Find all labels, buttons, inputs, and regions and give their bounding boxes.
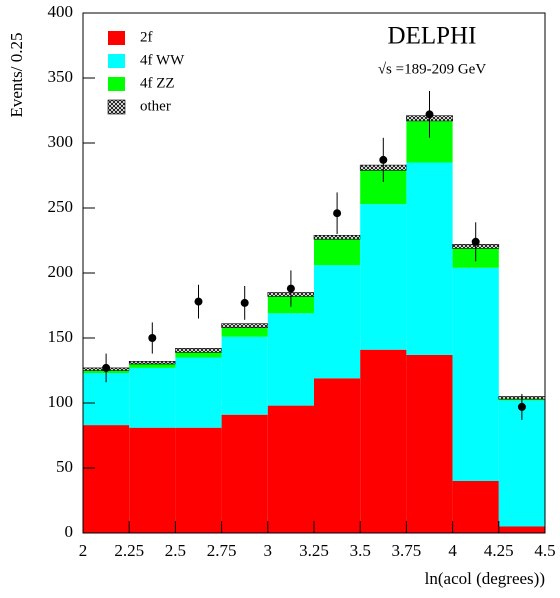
x-axis-label: ln(acol (degrees)) (425, 569, 545, 588)
bar-segment (129, 364, 176, 368)
y-tick-label: 50 (56, 457, 73, 476)
x-tick-label: 2.25 (114, 541, 144, 560)
bar-segment (267, 405, 314, 533)
bar-segment (175, 352, 222, 358)
plot (82, 115, 546, 533)
bar-segment (360, 204, 407, 350)
bar-segment (128, 361, 176, 365)
bar-segment (221, 323, 269, 328)
bar-segment (314, 239, 361, 266)
bar-segment (452, 481, 499, 533)
bar-segment (129, 427, 176, 533)
y-tick-label: 350 (48, 67, 74, 86)
bar-segment (406, 354, 453, 533)
bar-segment (175, 348, 222, 353)
legend-label: 4f ZZ (140, 75, 175, 91)
data-point (425, 110, 434, 119)
y-tick-label: 250 (48, 197, 74, 216)
bar-segment (221, 336, 268, 415)
bar-segment (221, 327, 268, 337)
data-point (517, 402, 526, 411)
bar-segment (314, 378, 361, 533)
y-tick-label: 100 (48, 392, 74, 411)
legend-label: 4f WW (140, 52, 185, 68)
legend-swatch (108, 77, 125, 91)
y-tick-label: 300 (48, 132, 74, 151)
bar-segment (360, 349, 407, 533)
data-point (379, 155, 388, 164)
chart-subtitle: √s =189-209 GeV (378, 61, 487, 77)
bar-segment (221, 414, 268, 533)
bar-segment (175, 357, 222, 428)
bar-segment (129, 367, 176, 428)
data-point (102, 363, 111, 372)
y-tick-label: 400 (48, 2, 74, 21)
legend-swatch (108, 54, 125, 68)
x-tick-label: 4.25 (484, 541, 514, 560)
bar-segment (452, 267, 499, 481)
bar-segment (498, 400, 545, 527)
data-point (471, 237, 480, 246)
bar-segment (267, 313, 314, 406)
legend-label: 2f (140, 29, 153, 45)
y-tick-label: 150 (48, 327, 74, 346)
chart-title: DELPHI (388, 23, 477, 50)
bar-segment (313, 235, 361, 240)
data-point (148, 334, 157, 342)
bar-segment (406, 162, 453, 355)
x-tick-label: 2 (79, 541, 88, 560)
data-point (240, 298, 249, 307)
data-point (286, 284, 295, 293)
legend-swatch (108, 31, 125, 45)
x-tick-label: 3 (264, 541, 273, 560)
legend-label: other (140, 98, 171, 114)
x-tick-label: 4.5 (534, 541, 555, 560)
bar-segment (175, 427, 222, 533)
y-axis-label: Events/ 0.25 (7, 33, 26, 118)
x-tick-label: 2.5 (165, 541, 186, 560)
x-tick-label: 2.75 (207, 541, 237, 560)
y-tick-label: 200 (48, 262, 74, 281)
y-tick-label: 0 (65, 522, 74, 541)
bar-segment (498, 526, 545, 533)
x-tick-label: 4 (448, 541, 457, 560)
x-tick-label: 3.25 (299, 541, 329, 560)
bar-segment (83, 425, 130, 533)
bar-segment (314, 265, 361, 379)
data-point (333, 209, 342, 218)
data-point (194, 297, 203, 306)
legend-swatch (107, 99, 126, 115)
x-tick-label: 3.5 (350, 541, 371, 560)
x-tick-label: 3.75 (392, 541, 422, 560)
